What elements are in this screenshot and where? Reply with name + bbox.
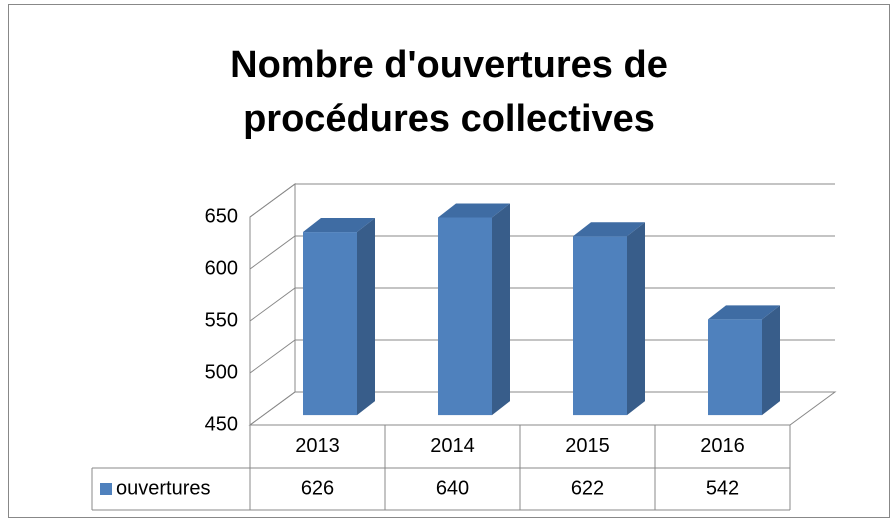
y-tick-label: 500 bbox=[205, 361, 238, 383]
y-tick-label: 450 bbox=[205, 413, 238, 435]
grid-line bbox=[249, 339, 835, 374]
grid-line bbox=[249, 235, 835, 270]
bar bbox=[573, 236, 627, 416]
grid-line bbox=[249, 183, 835, 218]
bar-top bbox=[708, 305, 780, 320]
y-tick-label: 600 bbox=[205, 257, 238, 279]
y-tick-label: 650 bbox=[205, 205, 238, 227]
table-value: 626 bbox=[301, 477, 334, 499]
bar bbox=[438, 217, 492, 416]
x-tick-label: 2016 bbox=[700, 435, 745, 457]
y-tick-label: 550 bbox=[205, 309, 238, 331]
bar-top bbox=[573, 222, 645, 237]
bar-side bbox=[762, 305, 780, 416]
table-value: 622 bbox=[571, 477, 604, 499]
bar-top bbox=[438, 203, 510, 218]
table-value: 640 bbox=[436, 477, 469, 499]
chart-title: Nombre d'ouvertures de procédures collec… bbox=[230, 44, 668, 140]
legend-swatch bbox=[100, 483, 112, 495]
x-tick-label: 2013 bbox=[295, 435, 340, 457]
grid-line bbox=[249, 391, 835, 426]
bar-side bbox=[492, 203, 510, 416]
grid-line bbox=[249, 287, 835, 322]
bar bbox=[708, 319, 762, 416]
x-tick-label: 2015 bbox=[565, 435, 610, 457]
chart-border bbox=[8, 4, 890, 518]
legend-label: ouvertures bbox=[116, 477, 211, 499]
bar-side bbox=[357, 218, 375, 416]
bar-side bbox=[627, 222, 645, 416]
bar-top bbox=[303, 218, 375, 233]
x-tick-label: 2014 bbox=[430, 435, 475, 457]
bar bbox=[303, 232, 357, 416]
table-value: 542 bbox=[706, 477, 739, 499]
